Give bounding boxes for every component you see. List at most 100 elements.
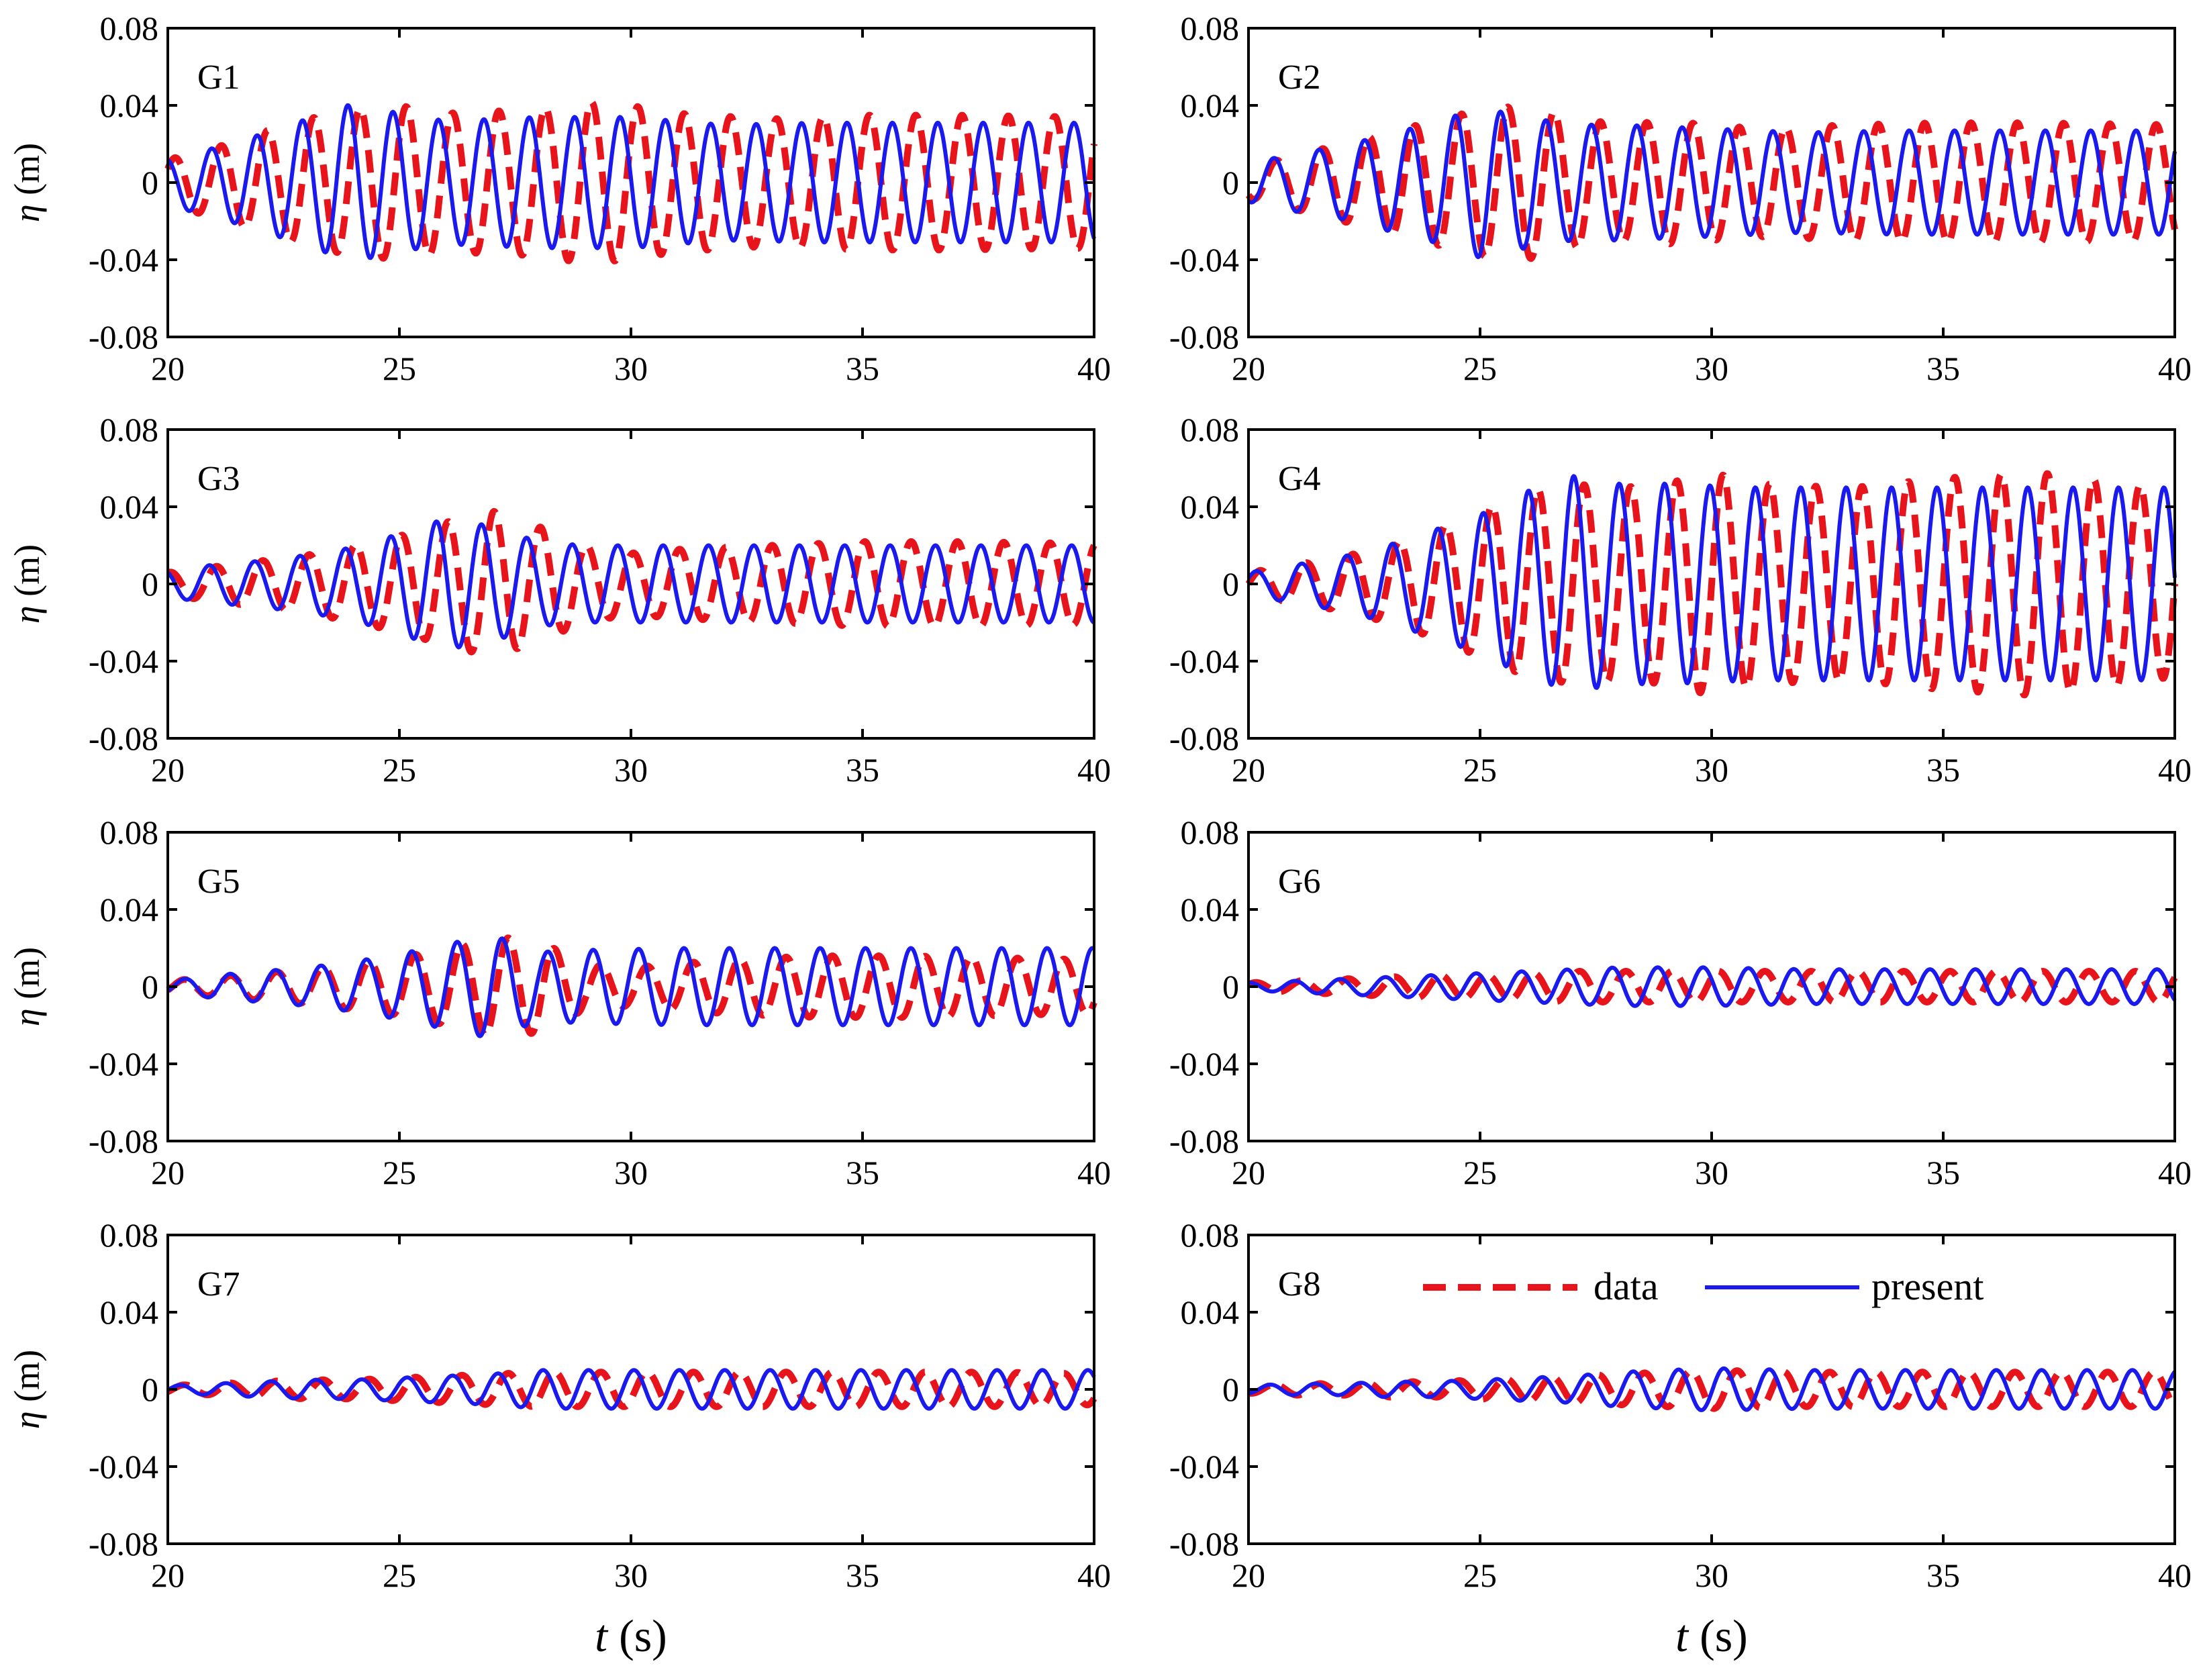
y-tick-label: 0.04 xyxy=(100,87,159,124)
panel-g8: -0.08 -0.04 0 0.04 0.08 20 25 30 35 40 G8 t (s) data… xyxy=(1169,1216,2192,1661)
y-tick-label: 0 xyxy=(1222,968,1239,1005)
x-tick-label: 20 xyxy=(151,350,185,387)
series-present-g1 xyxy=(166,103,1096,260)
y-tick-label: -0.08 xyxy=(89,1525,158,1563)
x-tick-label: 35 xyxy=(1926,751,1960,789)
series-data-g4 xyxy=(1245,470,2178,699)
x-tick-label: 30 xyxy=(1695,1557,1728,1594)
series-data-g5 xyxy=(165,934,1097,1039)
x-tick-label: 20 xyxy=(1232,751,1265,789)
panel-g1: -0.08 -0.04 0 0.04 0.08 20 25 30 35 40 G1 η (m) xyxy=(7,9,1111,387)
y-axis-title: η (m) xyxy=(7,947,47,1026)
legend-label-data: data xyxy=(1594,1265,1659,1308)
x-tick-label: 25 xyxy=(1463,350,1497,387)
series-present-g5 xyxy=(166,936,1095,1038)
y-tick-label: 0.04 xyxy=(1181,891,1240,928)
y-tick-label: -0.08 xyxy=(89,720,158,757)
x-tick-label: 40 xyxy=(2158,1154,2192,1191)
gauge-label: G4 xyxy=(1278,460,1321,498)
y-tick-label: -0.08 xyxy=(1169,1122,1239,1160)
y-axis-title: η (m) xyxy=(7,1350,47,1429)
y-tick-label: -0.08 xyxy=(89,318,158,356)
x-axis-symbol: t xyxy=(595,1610,609,1661)
x-tick-label: 25 xyxy=(1463,1557,1497,1594)
y-tick-label: 0.08 xyxy=(100,1216,159,1254)
panel-g6: -0.08 -0.04 0 0.04 0.08 20 25 30 35 40 G6 xyxy=(1169,813,2192,1191)
gauge-label: G1 xyxy=(197,58,240,97)
y-axis-symbol: η xyxy=(7,1008,47,1026)
x-tick-label: 35 xyxy=(846,1557,879,1594)
x-tick-label: 35 xyxy=(1926,350,1960,387)
legend-label-present: present xyxy=(1871,1265,1984,1308)
x-tick-label: 25 xyxy=(383,751,416,789)
x-tick-label: 40 xyxy=(1077,350,1111,387)
x-tick-label: 40 xyxy=(2158,350,2192,387)
panel-g7: -0.08 -0.04 0 0.04 0.08 20 25 30 35 40 G7 η (m) t (s… xyxy=(7,1216,1111,1661)
series-data-g1 xyxy=(164,99,1097,264)
series-present-g4 xyxy=(1246,474,2177,690)
y-tick-label: -0.04 xyxy=(89,241,158,279)
y-tick-label: -0.04 xyxy=(89,642,158,680)
y-tick-label: -0.08 xyxy=(1169,720,1239,757)
series-data-g6 xyxy=(1246,968,2178,1005)
y-axis-unit: (m) xyxy=(7,544,47,605)
gauge-label: G7 xyxy=(197,1265,240,1303)
y-tick-label: 0.04 xyxy=(100,1293,159,1331)
gauge-label: G2 xyxy=(1278,58,1321,97)
x-tick-label: 20 xyxy=(151,751,185,789)
x-tick-label: 30 xyxy=(614,751,648,789)
y-tick-label: 0.08 xyxy=(100,9,159,47)
y-tick-label: 0 xyxy=(142,968,158,1005)
series-present-g2 xyxy=(1246,109,2177,260)
x-tick-label: 25 xyxy=(383,350,416,387)
y-tick-label: 0.08 xyxy=(1181,411,1240,448)
x-tick-label: 20 xyxy=(1232,350,1265,387)
y-tick-label: -0.08 xyxy=(1169,1525,1239,1563)
y-tick-label: 0.04 xyxy=(100,891,159,928)
y-axis-unit: (m) xyxy=(7,143,47,204)
panel-g2: -0.08 -0.04 0 0.04 0.08 20 25 30 35 40 G2 xyxy=(1169,9,2192,387)
y-tick-label: 0 xyxy=(142,565,158,603)
y-tick-label: 0.08 xyxy=(100,411,159,448)
x-tick-label: 20 xyxy=(1232,1557,1265,1594)
x-tick-label: 40 xyxy=(2158,751,2192,789)
y-axis-unit: (m) xyxy=(7,1350,47,1411)
x-axis-title: t (s) xyxy=(1675,1610,1748,1661)
y-tick-label: -0.04 xyxy=(89,1448,158,1485)
y-tick-label: -0.04 xyxy=(1169,1448,1239,1485)
y-tick-label: 0.04 xyxy=(100,488,159,526)
y-tick-label: 0 xyxy=(142,1371,158,1408)
y-tick-label: 0.08 xyxy=(1181,1216,1240,1254)
panel-g5: -0.08 -0.04 0 0.04 0.08 20 25 30 35 40 G5 η (m) xyxy=(7,813,1111,1191)
legend: data present xyxy=(1423,1265,1984,1308)
x-tick-label: 20 xyxy=(151,1557,185,1594)
x-axis-title: t (s) xyxy=(595,1610,667,1661)
y-tick-label: 0 xyxy=(1222,565,1239,603)
series-data-g3 xyxy=(165,507,1097,656)
x-tick-label: 40 xyxy=(1077,751,1111,789)
y-tick-label: 0.04 xyxy=(1181,87,1240,124)
x-tick-label: 25 xyxy=(1463,1154,1497,1191)
series-present-g3 xyxy=(166,519,1095,650)
x-tick-label: 25 xyxy=(383,1154,416,1191)
x-tick-label: 40 xyxy=(1077,1557,1111,1594)
y-axis-symbol: η xyxy=(7,1411,47,1429)
plot-frame xyxy=(166,831,1095,1142)
series-present-g7 xyxy=(166,1368,1096,1411)
x-tick-label: 25 xyxy=(383,1557,416,1594)
plot-frame xyxy=(1247,831,2176,1142)
y-axis-title: η (m) xyxy=(7,544,47,624)
y-tick-label: 0 xyxy=(1222,164,1239,201)
y-tick-label: -0.08 xyxy=(1169,318,1239,356)
gauge-label: G8 xyxy=(1278,1265,1321,1303)
y-axis-unit: (m) xyxy=(7,947,47,1008)
series-present-g6 xyxy=(1247,965,2177,1008)
y-tick-label: -0.08 xyxy=(89,1122,158,1160)
series-present-g8 xyxy=(1247,1366,2177,1412)
x-tick-label: 35 xyxy=(846,1154,879,1191)
x-tick-label: 25 xyxy=(1463,751,1497,789)
y-tick-label: 0.08 xyxy=(1181,9,1240,47)
x-tick-label: 30 xyxy=(1695,350,1728,387)
gauge-label: G3 xyxy=(197,460,240,498)
